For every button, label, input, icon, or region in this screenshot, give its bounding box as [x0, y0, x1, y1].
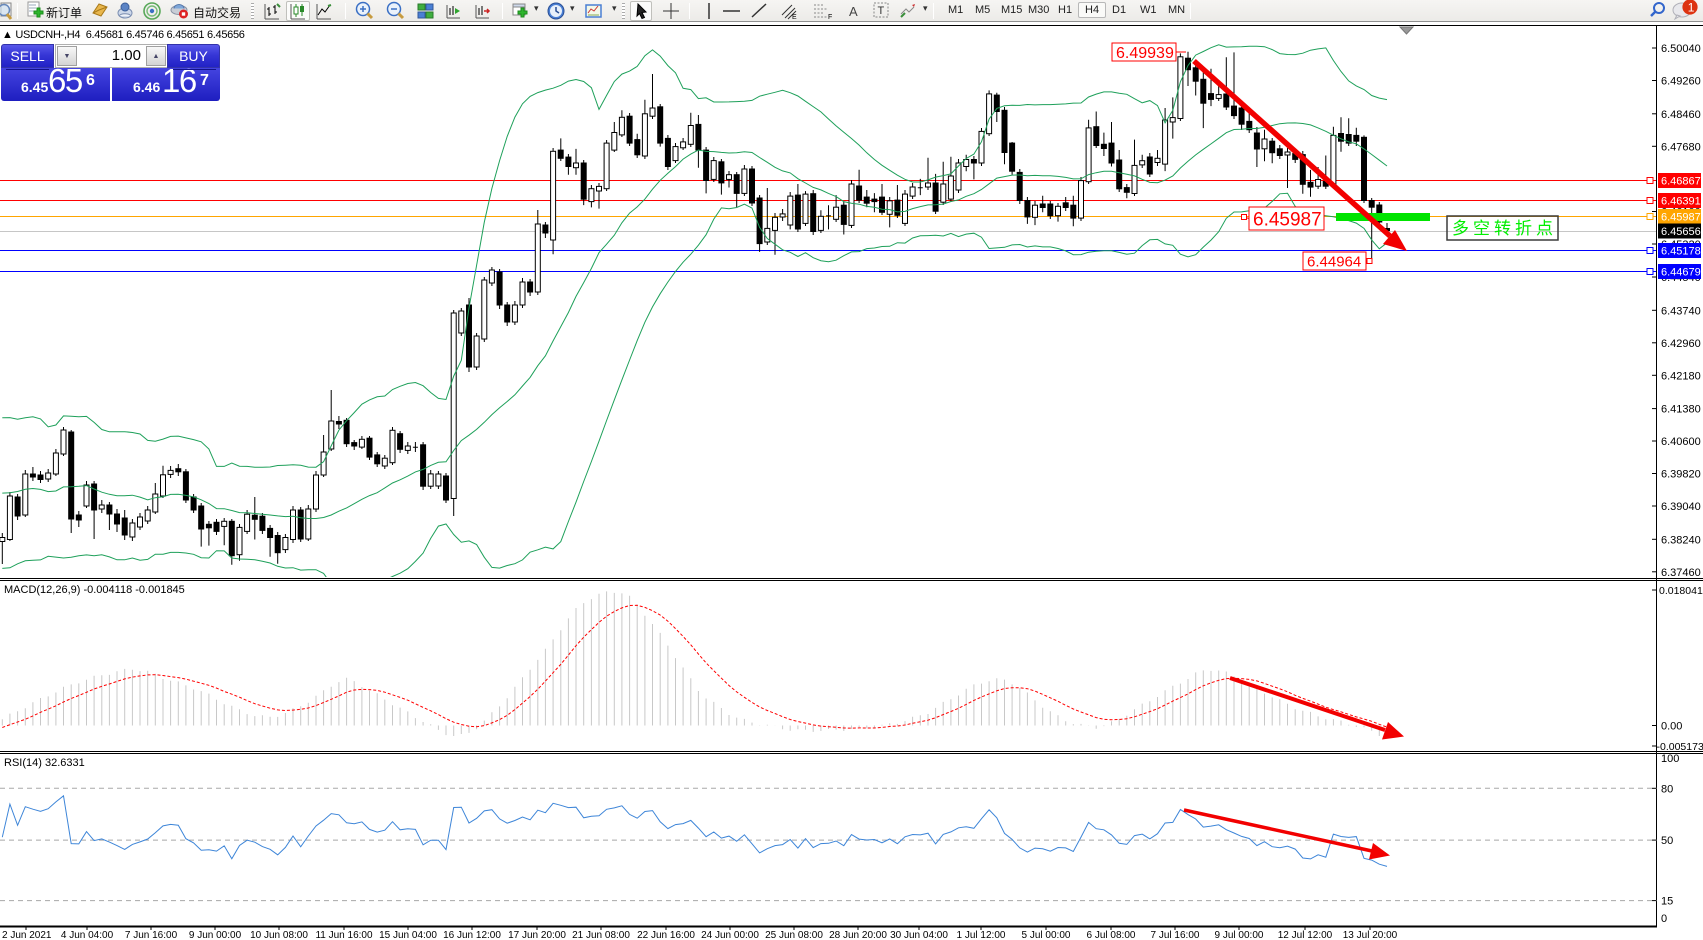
svg-text:-0.005173: -0.005173	[1657, 741, 1703, 753]
svg-text:6.46391: 6.46391	[1661, 196, 1701, 208]
svg-text:5 Jul 00:00: 5 Jul 00:00	[1022, 930, 1071, 940]
svg-text:6.47680: 6.47680	[1661, 141, 1701, 153]
svg-text:6.45656: 6.45656	[1661, 226, 1701, 238]
svg-text:0: 0	[1661, 913, 1667, 925]
svg-text:0.00: 0.00	[1661, 721, 1682, 733]
svg-text:15: 15	[1661, 896, 1673, 908]
svg-text:6.50040: 6.50040	[1661, 43, 1701, 55]
svg-text:6.38240: 6.38240	[1661, 534, 1701, 546]
svg-text:16 Jun 12:00: 16 Jun 12:00	[443, 930, 501, 940]
svg-text:50: 50	[1661, 835, 1673, 847]
svg-text:4 Jun 04:00: 4 Jun 04:00	[61, 930, 114, 940]
svg-text:15 Jun 04:00: 15 Jun 04:00	[379, 930, 437, 940]
svg-text:6.42960: 6.42960	[1661, 338, 1701, 350]
svg-text:24 Jun 00:00: 24 Jun 00:00	[701, 930, 759, 940]
svg-text:6.41380: 6.41380	[1661, 404, 1701, 416]
svg-text:0.018041: 0.018041	[1659, 585, 1703, 597]
svg-text:1: 1	[1688, 1, 1695, 15]
svg-text:6.45987: 6.45987	[1661, 212, 1701, 224]
svg-text:MACD(12,26,9) -0.004118 -0.001: MACD(12,26,9) -0.004118 -0.001845	[4, 584, 185, 596]
svg-text:17 Jun 20:00: 17 Jun 20:00	[508, 930, 566, 940]
svg-text:28 Jun 20:00: 28 Jun 20:00	[829, 930, 887, 940]
svg-text:E: E	[792, 14, 797, 21]
svg-text:7 Jun 16:00: 7 Jun 16:00	[125, 930, 178, 940]
svg-text:9 Jun 00:00: 9 Jun 00:00	[189, 930, 242, 940]
svg-text:6.48460: 6.48460	[1661, 109, 1701, 121]
svg-text:10 Jun 08:00: 10 Jun 08:00	[250, 930, 308, 940]
svg-text:2 Jun 2021: 2 Jun 2021	[2, 930, 52, 940]
svg-text:多空转折点: 多空转折点	[1452, 219, 1553, 238]
svg-text:RSI(14) 32.6331: RSI(14) 32.6331	[4, 757, 85, 769]
svg-text:11 Jun 16:00: 11 Jun 16:00	[315, 930, 373, 940]
svg-text:6.44964: 6.44964	[1307, 253, 1361, 270]
svg-text:13 Jul 20:00: 13 Jul 20:00	[1343, 930, 1398, 940]
svg-text:100: 100	[1661, 753, 1679, 765]
svg-text:1 Jul 12:00: 1 Jul 12:00	[957, 930, 1006, 940]
svg-text:6.45987: 6.45987	[1253, 209, 1322, 230]
svg-text:21 Jun 08:00: 21 Jun 08:00	[572, 930, 630, 940]
svg-text:6.45178: 6.45178	[1661, 246, 1701, 258]
svg-text:F: F	[828, 14, 832, 21]
svg-text:80: 80	[1661, 783, 1673, 795]
svg-text:22 Jun 16:00: 22 Jun 16:00	[637, 930, 695, 940]
svg-text:6 Jul 08:00: 6 Jul 08:00	[1087, 930, 1136, 940]
svg-text:T: T	[878, 5, 885, 17]
svg-text:6.44679: 6.44679	[1661, 267, 1701, 279]
svg-text:25 Jun 08:00: 25 Jun 08:00	[765, 930, 823, 940]
svg-text:9 Jul 00:00: 9 Jul 00:00	[1215, 930, 1264, 940]
svg-text:6.39820: 6.39820	[1661, 469, 1701, 481]
svg-text:6.39040: 6.39040	[1661, 501, 1701, 513]
svg-text:6.46867: 6.46867	[1661, 176, 1701, 188]
svg-text:6.49260: 6.49260	[1661, 76, 1701, 88]
svg-text:6.42180: 6.42180	[1661, 370, 1701, 382]
svg-text:12 Jul 12:00: 12 Jul 12:00	[1278, 930, 1333, 940]
svg-text:6.40600: 6.40600	[1661, 436, 1701, 448]
svg-text:6.37460: 6.37460	[1661, 567, 1701, 579]
svg-text:6.43740: 6.43740	[1661, 305, 1701, 317]
svg-text:7 Jul 16:00: 7 Jul 16:00	[1151, 930, 1200, 940]
svg-text:30 Jun 04:00: 30 Jun 04:00	[890, 930, 948, 940]
svg-text:6.49939: 6.49939	[1116, 45, 1174, 62]
